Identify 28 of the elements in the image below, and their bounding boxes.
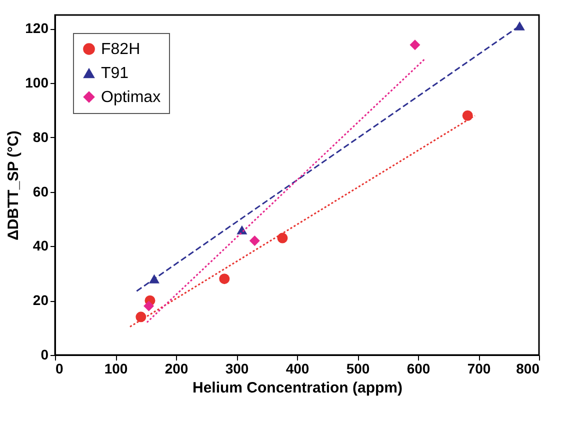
point <box>249 236 260 246</box>
x-tick-label: 200 <box>164 360 188 376</box>
y-tick-label: 100 <box>25 74 49 90</box>
y-tick-label: 80 <box>32 128 49 145</box>
x-tick-label: 800 <box>516 360 540 376</box>
legend-label: F82H <box>101 41 140 58</box>
x-tick-label: 0 <box>56 360 64 376</box>
point <box>410 40 420 50</box>
y-tick-label: 120 <box>25 20 49 36</box>
y-tick-label: 0 <box>40 346 49 362</box>
x-axis-title: Helium Concentration (appm) <box>192 380 403 396</box>
x-tick-label: 500 <box>346 360 370 376</box>
x-tick-label: 300 <box>225 360 249 376</box>
point <box>136 312 146 322</box>
point <box>277 232 288 244</box>
x-tick-label: 400 <box>286 360 310 376</box>
y-tick-label: 40 <box>32 238 49 254</box>
legend-label: T91 <box>101 65 129 82</box>
y-tick-label: 20 <box>32 292 49 308</box>
legend-label: Optimax <box>101 89 161 106</box>
x-tick-label: 100 <box>104 360 128 376</box>
point <box>462 110 473 121</box>
x-tick-label: 700 <box>467 360 491 376</box>
x-tick-label: 600 <box>406 360 430 376</box>
y-axis-title: ΔDBTT_SP (°C) <box>5 130 22 240</box>
point <box>219 274 230 284</box>
point <box>144 300 154 312</box>
y-tick-label: 60 <box>32 183 49 200</box>
